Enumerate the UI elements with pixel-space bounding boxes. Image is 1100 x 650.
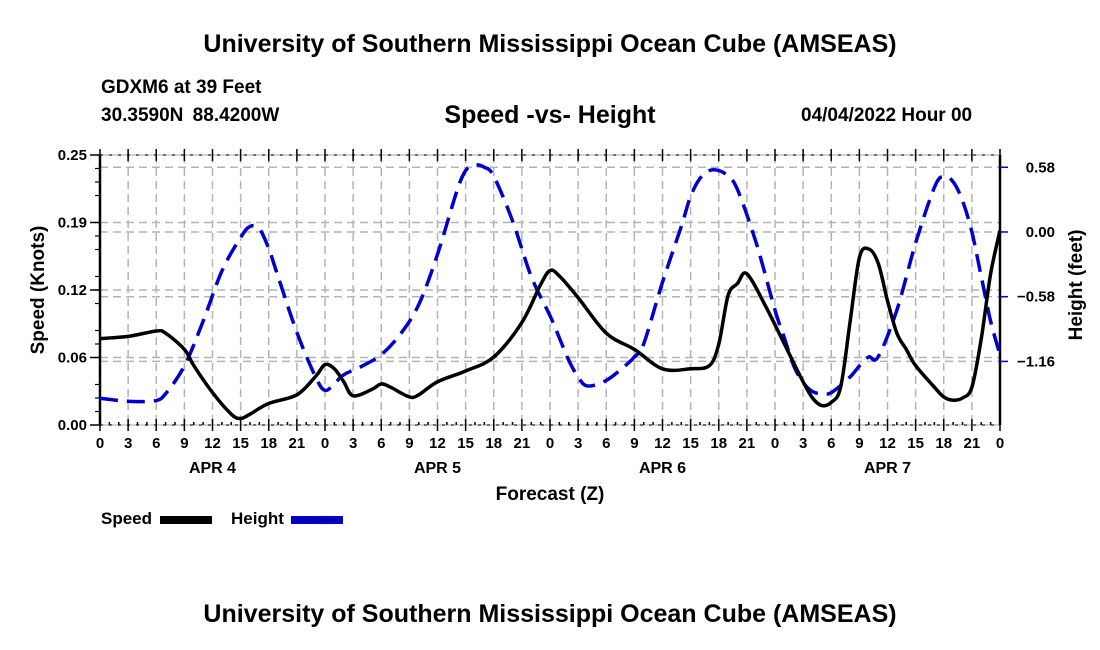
x-tick-label: 21 bbox=[289, 435, 306, 452]
footer-title: University of Southern Mississippi Ocean… bbox=[203, 600, 897, 628]
x-tick-label: 21 bbox=[964, 435, 981, 452]
y-tick-label: 0.25 bbox=[58, 147, 87, 164]
forecast-datetime: 04/04/2022 Hour 00 bbox=[801, 105, 973, 126]
x-tick-label: 18 bbox=[260, 435, 277, 452]
y-tick-label: 0.06 bbox=[58, 350, 87, 367]
x-tick-label: 0 bbox=[771, 435, 779, 452]
y2-tick-label: 0.00 bbox=[1026, 224, 1055, 241]
series-speed-line bbox=[99, 230, 1002, 421]
date-label: APR 6 bbox=[639, 460, 686, 477]
date-label: APR 7 bbox=[864, 460, 911, 477]
x-tick-label: 12 bbox=[204, 435, 221, 452]
x-tick-label: 21 bbox=[739, 435, 756, 452]
coordinates-label: 30.3590N 88.4200W bbox=[101, 105, 280, 126]
series-layer bbox=[99, 163, 1002, 421]
axis-labels: Speed (Knots) Height (feet) Forecast (Z) bbox=[28, 226, 1087, 505]
main-title: University of Southern Mississippi Ocean… bbox=[203, 30, 897, 58]
x-tick-label: 3 bbox=[124, 435, 132, 452]
series-height-line bbox=[99, 163, 1002, 404]
x-tick-label: 18 bbox=[935, 435, 952, 452]
x-tick-label: 0 bbox=[321, 435, 329, 452]
y2-axis-label: Height (feet) bbox=[1066, 230, 1087, 341]
x-tick-label: 0 bbox=[546, 435, 554, 452]
x-tick-label: 15 bbox=[232, 435, 249, 452]
x-tick-label: 18 bbox=[710, 435, 727, 452]
x-tick-label: 6 bbox=[827, 435, 835, 452]
y-axis-label: Speed (Knots) bbox=[28, 226, 49, 355]
axes: 0 3 6 9 12 15 18 21 0 3 6 9 12 15 18 21 0 3 6 9 12 15 18 21 0 3 6 9… bbox=[58, 147, 1055, 477]
date-label: APR 5 bbox=[414, 460, 461, 477]
y2-tick-label: 0.58 bbox=[1026, 159, 1055, 176]
chart-title: Speed -vs- Height bbox=[444, 101, 656, 129]
x-tick-label: 15 bbox=[457, 435, 474, 452]
x-tick-label: 9 bbox=[180, 435, 188, 452]
legend bbox=[160, 516, 343, 524]
x-tick-label: 12 bbox=[879, 435, 896, 452]
y-tick-label: 0.19 bbox=[58, 215, 87, 232]
x-tick-label: 0 bbox=[96, 435, 104, 452]
legend-speed-swatch bbox=[160, 516, 212, 524]
x-tick-label: 12 bbox=[654, 435, 671, 452]
legend-height-swatch bbox=[291, 516, 343, 524]
x-tick-label: 3 bbox=[799, 435, 807, 452]
x-tick-label: 18 bbox=[485, 435, 502, 452]
x-tick-label: 3 bbox=[349, 435, 357, 452]
date-label: APR 4 bbox=[189, 460, 236, 477]
grid bbox=[100, 155, 1000, 425]
x-tick-label: 6 bbox=[377, 435, 385, 452]
x-tick-label: 9 bbox=[630, 435, 638, 452]
x-tick-label: 12 bbox=[429, 435, 446, 452]
x-tick-label: 6 bbox=[602, 435, 610, 452]
x-tick-label: 9 bbox=[855, 435, 863, 452]
x-tick-label: 15 bbox=[682, 435, 699, 452]
y-tick-label: 0.12 bbox=[58, 282, 87, 299]
legend-speed-label: Speed bbox=[101, 509, 153, 528]
y2-tick-label: −1.16 bbox=[1017, 353, 1055, 370]
station-label: GDXM6 at 39 Feet bbox=[101, 77, 262, 98]
x-tick-label: 9 bbox=[405, 435, 413, 452]
y2-tick-label: −0.58 bbox=[1017, 289, 1055, 306]
x-tick-label: 21 bbox=[514, 435, 531, 452]
x-tick-label: 3 bbox=[574, 435, 582, 452]
x-axis-label: Forecast (Z) bbox=[496, 484, 605, 505]
x-tick-label: 0 bbox=[996, 435, 1004, 452]
legend-height-label: Height bbox=[231, 509, 284, 528]
x-tick-label: 15 bbox=[907, 435, 924, 452]
x-tick-label: 6 bbox=[152, 435, 160, 452]
y-tick-label: 0.00 bbox=[58, 417, 87, 434]
